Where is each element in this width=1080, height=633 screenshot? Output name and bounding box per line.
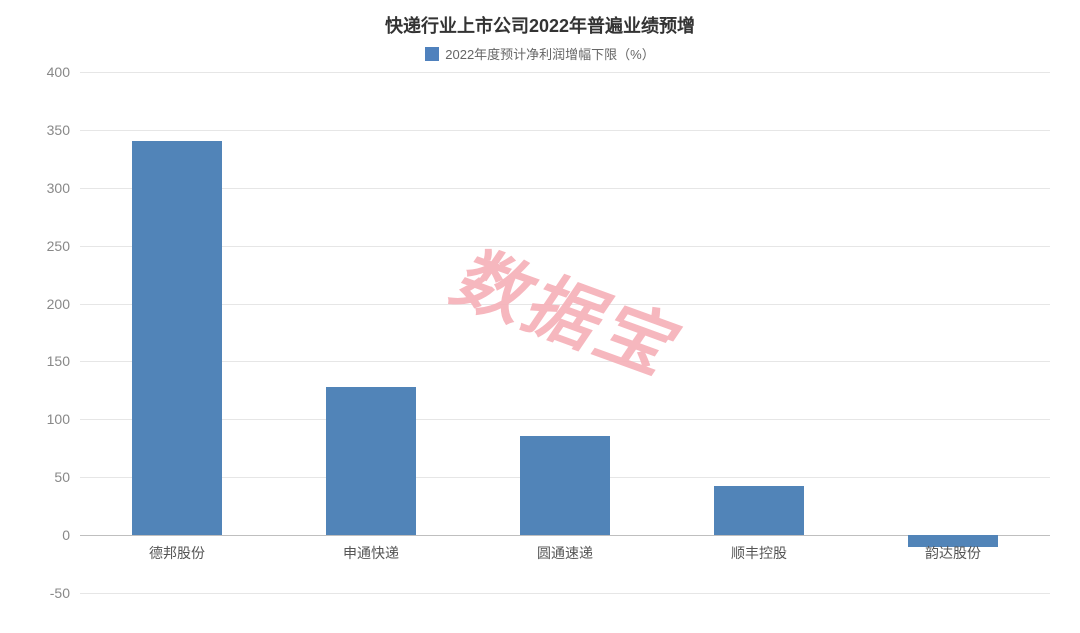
- legend-item: 2022年度预计净利润增幅下限（%）: [425, 44, 654, 63]
- ytick-label: -50: [50, 585, 80, 601]
- plot-area: -50050100150200250300350400 数据宝 德邦股份申通快递…: [80, 72, 1050, 593]
- bar: [520, 436, 609, 536]
- legend-swatch: [425, 47, 439, 61]
- ytick-label: 100: [47, 411, 80, 427]
- xtick-label: 顺丰控股: [731, 535, 787, 563]
- ytick-label: 200: [47, 296, 80, 312]
- chart-container: 快递行业上市公司2022年普遍业绩预增 2022年度预计净利润增幅下限（%） -…: [0, 0, 1080, 633]
- legend-label: 2022年度预计净利润增幅下限（%）: [445, 44, 654, 63]
- xtick-label: 圆通速递: [537, 535, 593, 563]
- ytick-label: 50: [54, 469, 80, 485]
- ytick-label: 400: [47, 64, 80, 80]
- chart-title: 快递行业上市公司2022年普遍业绩预增: [0, 12, 1080, 38]
- bar: [714, 486, 803, 535]
- ytick-label: 300: [47, 180, 80, 196]
- gridline: [80, 593, 1050, 594]
- xtick-label: 韵达股份: [925, 535, 981, 563]
- bars-layer: [80, 72, 1050, 593]
- xtick-label: 申通快递: [343, 535, 399, 563]
- bar: [132, 141, 221, 535]
- legend: 2022年度预计净利润增幅下限（%）: [0, 44, 1080, 66]
- ytick-label: 250: [47, 238, 80, 254]
- ytick-label: 150: [47, 353, 80, 369]
- ytick-label: 0: [62, 527, 80, 543]
- bar: [326, 387, 415, 535]
- xtick-label: 德邦股份: [149, 535, 205, 563]
- ytick-label: 350: [47, 122, 80, 138]
